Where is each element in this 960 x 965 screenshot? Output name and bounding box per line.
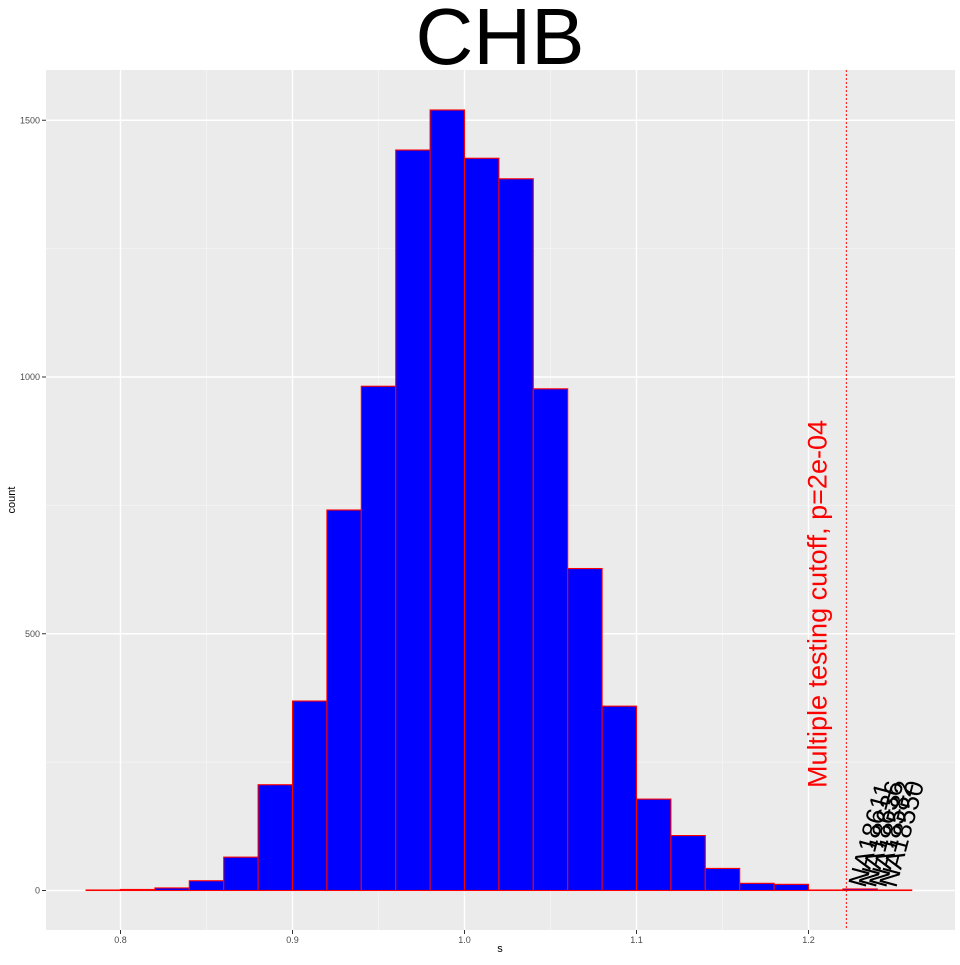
x-tick-label: 0.8 (114, 935, 127, 945)
histogram-bar (567, 567, 603, 892)
histogram-bar (154, 887, 190, 892)
cutoff-layer: Multiple testing cutoff, p=2e-04 (802, 70, 847, 930)
histogram-bar (223, 856, 259, 892)
y-tick-label: 1000 (20, 372, 40, 382)
histogram-bar (876, 889, 913, 892)
histogram-bar (429, 109, 466, 892)
axis-layer: 0.8 0.9 1.0 1.1 1.2 0 500 1000 1500 (20, 115, 815, 945)
histogram-bar (119, 888, 156, 892)
histogram-bar (395, 149, 431, 892)
histogram-bar (291, 700, 328, 892)
x-axis-label: s (497, 943, 503, 955)
x-tick-label: 1.0 (458, 935, 471, 945)
x-tick-label: 0.9 (286, 935, 299, 945)
histogram-bar (601, 705, 638, 892)
histogram-bar (257, 784, 294, 892)
y-axis-label: count (6, 487, 18, 514)
histogram-bar (326, 509, 362, 892)
histogram-bar (532, 388, 569, 892)
y-tick-label: 500 (25, 629, 40, 639)
cutoff-label: Multiple testing cutoff, p=2e-04 (802, 420, 832, 788)
bars-layer (85, 109, 913, 892)
histogram-bar (188, 880, 225, 892)
histogram-bar (85, 889, 122, 892)
histogram-bar (670, 835, 706, 892)
histogram-bar (463, 157, 500, 892)
histogram-bar (807, 889, 844, 892)
histogram-bar (498, 178, 534, 892)
y-tick-label: 1500 (20, 115, 40, 125)
y-tick-label: 0 (35, 886, 40, 896)
x-tick-label: 1.1 (630, 935, 643, 945)
histogram-bar (842, 888, 878, 892)
histogram-bar (704, 867, 741, 892)
histogram-bar (739, 882, 775, 892)
x-tick-label: 1.2 (802, 935, 815, 945)
histogram-bar (360, 385, 397, 892)
chart-title: CHB (416, 0, 585, 81)
histogram-bar (773, 883, 810, 892)
histogram-bar (635, 798, 672, 892)
